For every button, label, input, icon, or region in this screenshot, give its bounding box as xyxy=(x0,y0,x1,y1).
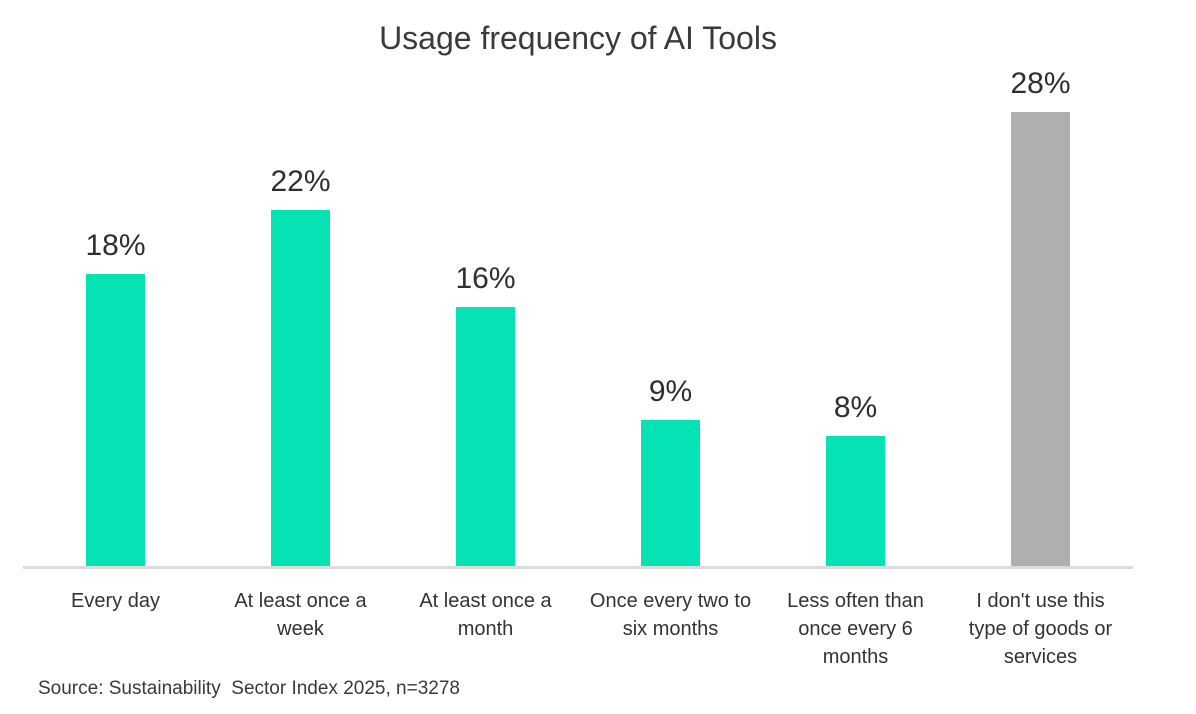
chart: Usage frequency of AI Tools 18% 22% 16% 9% 8… xyxy=(0,19,1196,714)
bar-column: 9% xyxy=(578,375,763,566)
chart-title: Usage frequency of AI Tools xyxy=(379,20,777,56)
bar xyxy=(1011,112,1070,566)
bar-value-label: 9% xyxy=(648,375,693,408)
source-note: Source: Sustainability Sector Index 2025… xyxy=(38,678,460,699)
bar-value-label: 8% xyxy=(833,391,878,424)
bar-column: 22% xyxy=(208,165,393,566)
bar-column: 18% xyxy=(23,229,208,566)
bar xyxy=(456,307,515,566)
category-label: Every day xyxy=(71,590,160,612)
category-label: At least once a month xyxy=(419,590,552,640)
bar xyxy=(86,274,145,566)
bar xyxy=(271,210,330,566)
category-label: At least once a week xyxy=(234,590,367,640)
category-labels-row: Every day At least once a week At least on… xyxy=(23,587,1133,671)
bar-value-label: 28% xyxy=(1010,67,1071,100)
bar xyxy=(826,436,885,566)
bar-column: 28% xyxy=(948,67,1133,566)
bar xyxy=(641,420,700,566)
bar-column: 16% xyxy=(393,262,578,566)
category-label: Once every two to six months xyxy=(589,590,752,640)
category-label: Less often than once every 6 months xyxy=(787,590,924,668)
plot-area: 18% 22% 16% 9% 8% 28% xyxy=(23,57,1133,569)
bar-value-label: 16% xyxy=(455,262,516,295)
bar-value-label: 18% xyxy=(85,229,146,262)
bar-column: 8% xyxy=(763,391,948,566)
bar-value-label: 22% xyxy=(270,165,331,198)
category-label: I don't use this type of goods or servic… xyxy=(968,590,1113,668)
